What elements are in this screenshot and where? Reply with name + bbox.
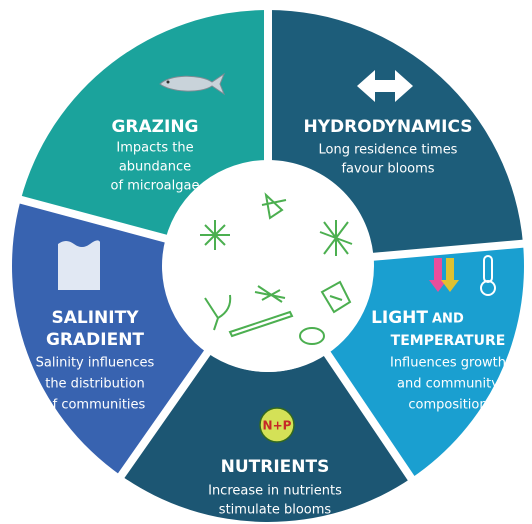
segment-gap (14, 194, 172, 244)
segment-text: Influences growth (390, 356, 506, 371)
water-icon (58, 240, 100, 290)
segment-title: GRAZING (111, 117, 198, 137)
segment-text: Impacts the (116, 141, 193, 156)
segment-title: HYDRODYNAMICS (303, 117, 472, 137)
center-circle (166, 168, 370, 372)
segment (268, 10, 524, 257)
segment-text: Long residence times (319, 143, 458, 158)
fish-icon (159, 72, 226, 96)
segment-text: composition (408, 398, 487, 413)
segment-title: NUTRIENTS (221, 457, 330, 477)
segment-text: of microalgae (111, 179, 200, 194)
light-icon (429, 255, 496, 296)
segment-text: and community (397, 377, 499, 392)
badge: N+P (259, 407, 295, 443)
segment-gap (368, 239, 529, 262)
segment-text: abundance (119, 160, 191, 175)
segment-text: Increase in nutrients (208, 484, 342, 499)
segment-text: the distribution (45, 377, 145, 392)
badge-text: N+P (263, 419, 292, 433)
segment-title: GRADIENT (46, 330, 144, 350)
microalgae-icons (200, 192, 353, 345)
segment-text: of communities (45, 398, 146, 413)
segment-title: SALINITY (51, 308, 139, 328)
segment-title: LIGHT (371, 308, 428, 328)
segment-gap (321, 347, 418, 485)
segment-title: AND (432, 312, 464, 327)
segment-text: stimulate blooms (219, 503, 332, 518)
segment (20, 10, 268, 239)
segment-gap (115, 346, 214, 483)
segment-title: TEMPERATURE (391, 333, 506, 349)
segment-text: Salinity influences (36, 356, 155, 371)
segment-text: favour blooms (341, 162, 434, 177)
segment (327, 243, 524, 479)
arrow-icon (357, 70, 413, 102)
